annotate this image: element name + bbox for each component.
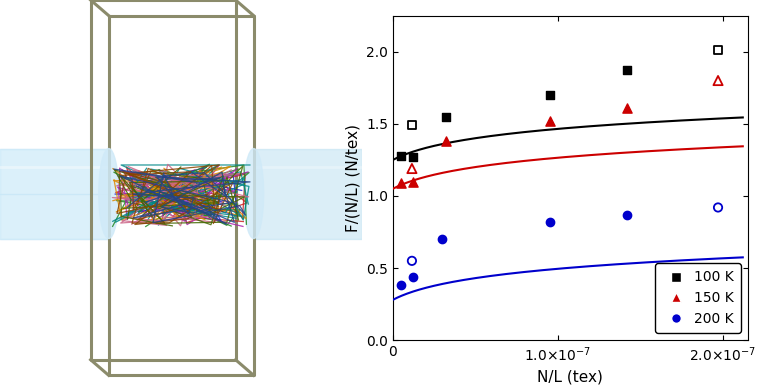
Point — [407, 274, 419, 280]
Point — [621, 67, 633, 74]
Y-axis label: F/(N/L) (N/tex): F/(N/L) (N/tex) — [346, 124, 361, 232]
Point — [406, 165, 418, 172]
Ellipse shape — [243, 149, 264, 239]
Point — [406, 122, 418, 128]
Point — [543, 92, 555, 98]
Point — [543, 118, 555, 124]
Point — [406, 258, 418, 264]
Point — [439, 138, 452, 144]
Bar — [253, 149, 362, 239]
Ellipse shape — [98, 149, 119, 239]
Point — [543, 219, 555, 225]
X-axis label: N/L (tex): N/L (tex) — [537, 369, 604, 384]
Point — [395, 282, 407, 289]
Point — [439, 113, 452, 120]
Legend: 100 K, 150 K, 200 K: 100 K, 150 K, 200 K — [655, 264, 741, 333]
Bar — [0, 149, 109, 239]
Point — [407, 178, 419, 185]
Point — [395, 152, 407, 159]
Point — [436, 236, 449, 242]
Point — [712, 47, 724, 54]
Point — [621, 212, 633, 218]
Point — [407, 154, 419, 160]
Point — [621, 105, 633, 111]
Point — [712, 204, 724, 211]
Point — [712, 77, 724, 84]
Point — [395, 180, 407, 186]
